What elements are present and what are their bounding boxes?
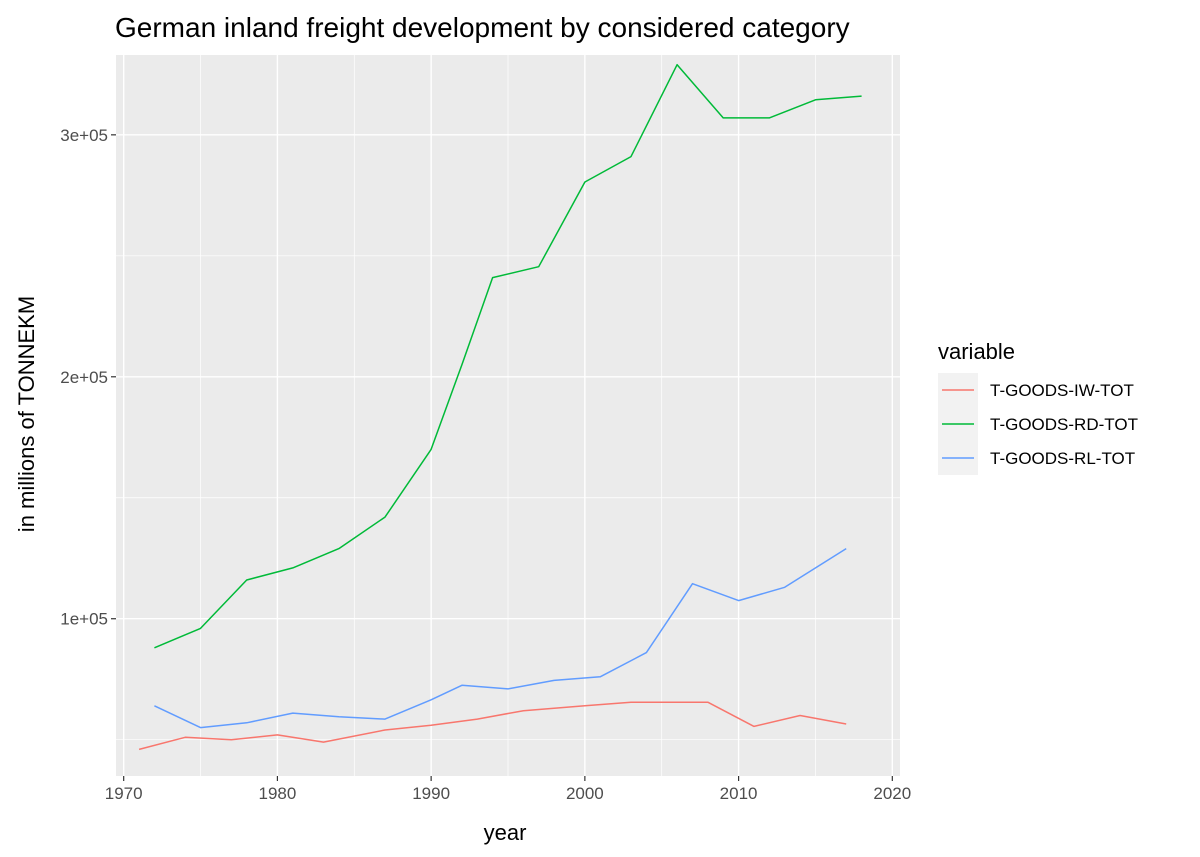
y-tick-label: 1e+05 [60, 610, 108, 629]
legend-label: T-GOODS-RD-TOT [990, 415, 1138, 434]
x-axis-title: year [484, 820, 527, 845]
plot-panel [116, 55, 900, 776]
y-tick-label: 3e+05 [60, 126, 108, 145]
axes: 1970 1980 1990 2000 2010 2020 1e+05 2e+05 3e+05 [60, 126, 911, 803]
series-line-t-goods-iw-tot [138, 701, 847, 751]
legend-label: T-GOODS-IW-TOT [990, 381, 1134, 400]
legend: variable T-GOODS-IW-TOT T-GOODS-RD-TOT T-G… [938, 339, 1138, 475]
x-tick-label: 2020 [873, 784, 911, 803]
x-tick-label: 1990 [412, 784, 450, 803]
x-tick-label: 1980 [258, 784, 296, 803]
series-line-t-goods-rl-tot [154, 547, 847, 729]
x-tick-label: 2010 [720, 784, 758, 803]
y-axis-title: in millions of TONNEKM [14, 296, 39, 532]
legend-title: variable [938, 339, 1015, 364]
series-line-t-goods-rd-tot [154, 63, 862, 649]
chart-title: German inland freight development by con… [115, 12, 850, 43]
y-tick-label: 2e+05 [60, 368, 108, 387]
x-tick-label: 1970 [105, 784, 143, 803]
x-tick-label: 2000 [566, 784, 604, 803]
legend-label: T-GOODS-RL-TOT [990, 449, 1135, 468]
